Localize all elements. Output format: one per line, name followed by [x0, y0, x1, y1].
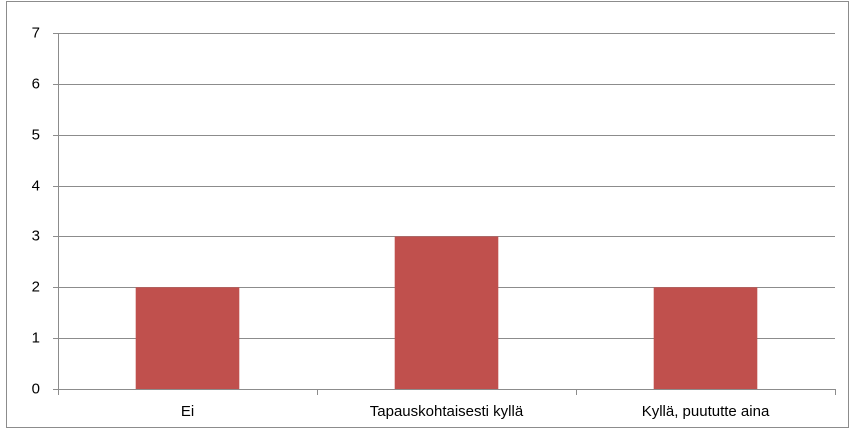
x-tick-label: Ei [181, 403, 194, 420]
y-tick-label: 5 [32, 126, 40, 143]
y-tick-label: 1 [32, 329, 40, 346]
x-tick-label: Kyllä, puututte aina [642, 403, 770, 420]
y-tick-label: 6 [32, 75, 40, 92]
x-tick-label: Tapauskohtaisesti kyllä [370, 403, 524, 420]
bar [135, 287, 240, 389]
bar [394, 236, 499, 389]
y-tick-label: 3 [32, 227, 40, 244]
y-tick-label: 7 [32, 24, 40, 41]
y-tick-label: 4 [32, 177, 40, 194]
y-tick-label: 0 [32, 380, 40, 397]
bar [653, 287, 758, 389]
y-tick-label: 2 [32, 278, 40, 295]
